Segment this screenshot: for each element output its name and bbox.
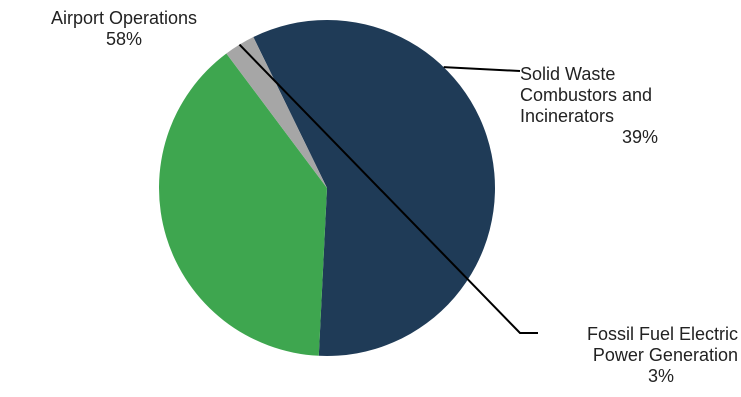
leader-line-1 bbox=[443, 66, 521, 72]
slice-label-text: Airport Operations bbox=[50, 8, 198, 28]
slice-percent-label: 58% bbox=[105, 29, 143, 49]
slice-label-solid-waste: Solid Waste Combustors and Incinerators … bbox=[520, 64, 720, 148]
slice-percent-label: 39% bbox=[621, 127, 658, 147]
slice-label-text: Fossil Fuel Electric bbox=[586, 324, 738, 344]
slice-label-text: Power Generation bbox=[592, 345, 738, 365]
slice-label-text: Solid Waste bbox=[520, 64, 616, 84]
pie-slice-1 bbox=[158, 53, 327, 356]
pie-slice-2 bbox=[226, 37, 327, 189]
slice-label-fossil-fuel: Fossil Fuel Electric Power Generation 3% bbox=[540, 324, 738, 387]
slice-percent-label: 3% bbox=[647, 366, 674, 386]
slice-label-airport-operations: Airport Operations 58% bbox=[8, 8, 240, 50]
leader-line-2 bbox=[238, 43, 538, 334]
slice-label-text: Combustors and bbox=[520, 85, 653, 105]
pie-slice-0 bbox=[253, 20, 495, 356]
slice-label-text: Incinerators bbox=[520, 106, 615, 126]
